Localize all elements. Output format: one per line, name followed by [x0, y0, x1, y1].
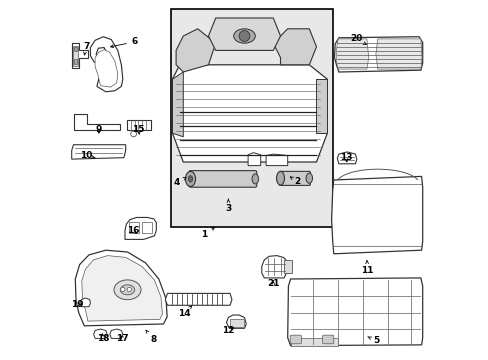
Ellipse shape	[114, 280, 141, 300]
Text: 7: 7	[83, 42, 89, 55]
Ellipse shape	[305, 173, 312, 183]
Polygon shape	[110, 329, 122, 338]
Text: 15: 15	[132, 125, 144, 134]
Polygon shape	[336, 39, 368, 69]
Text: 13: 13	[339, 153, 351, 162]
Polygon shape	[165, 293, 231, 305]
Text: 8: 8	[145, 330, 156, 343]
Text: 6: 6	[110, 37, 138, 48]
Circle shape	[144, 225, 149, 231]
Ellipse shape	[188, 176, 192, 182]
Polygon shape	[334, 37, 422, 72]
FancyBboxPatch shape	[279, 171, 310, 185]
FancyBboxPatch shape	[289, 335, 301, 344]
Text: 1: 1	[200, 228, 214, 239]
Circle shape	[127, 287, 131, 292]
Polygon shape	[72, 43, 88, 68]
Circle shape	[239, 31, 249, 41]
Bar	[128, 222, 139, 233]
Polygon shape	[73, 114, 120, 130]
Polygon shape	[172, 65, 326, 162]
Polygon shape	[375, 39, 421, 69]
Bar	[170, 9, 332, 227]
Bar	[230, 319, 244, 327]
Ellipse shape	[276, 171, 284, 185]
Polygon shape	[287, 278, 422, 346]
Text: 11: 11	[361, 261, 373, 275]
Text: 9: 9	[96, 125, 102, 134]
Ellipse shape	[185, 171, 195, 186]
Polygon shape	[75, 250, 167, 326]
FancyBboxPatch shape	[189, 171, 256, 187]
Text: 4: 4	[173, 177, 186, 187]
Polygon shape	[73, 46, 78, 66]
Text: 12: 12	[222, 325, 234, 335]
Polygon shape	[90, 37, 122, 92]
Text: 2: 2	[290, 177, 300, 186]
Ellipse shape	[120, 285, 134, 295]
Circle shape	[131, 225, 137, 231]
Polygon shape	[290, 338, 337, 346]
Bar	[284, 260, 291, 273]
Text: 20: 20	[350, 35, 366, 45]
Polygon shape	[72, 145, 125, 159]
Text: 14: 14	[177, 306, 191, 319]
Polygon shape	[265, 154, 287, 166]
Polygon shape	[80, 298, 90, 307]
Polygon shape	[247, 153, 260, 166]
Polygon shape	[81, 256, 162, 321]
Text: 3: 3	[225, 199, 231, 213]
FancyBboxPatch shape	[322, 335, 333, 344]
Text: 17: 17	[116, 334, 129, 343]
Polygon shape	[226, 315, 246, 328]
Ellipse shape	[251, 174, 258, 184]
Polygon shape	[172, 72, 183, 137]
Polygon shape	[95, 50, 118, 87]
Polygon shape	[176, 29, 215, 72]
Bar	[74, 47, 77, 51]
Polygon shape	[316, 79, 326, 133]
Polygon shape	[127, 120, 151, 130]
Ellipse shape	[233, 29, 255, 43]
Text: 5: 5	[367, 336, 379, 346]
Bar	[142, 222, 152, 233]
Polygon shape	[273, 29, 316, 65]
Polygon shape	[125, 217, 156, 239]
Polygon shape	[94, 329, 107, 338]
Text: 21: 21	[266, 279, 279, 288]
Bar	[74, 59, 77, 64]
Polygon shape	[337, 152, 356, 164]
Polygon shape	[208, 18, 280, 50]
Circle shape	[130, 131, 136, 137]
Text: 10: 10	[80, 151, 95, 160]
Polygon shape	[261, 256, 286, 278]
Circle shape	[121, 287, 125, 292]
Text: 18: 18	[97, 334, 109, 343]
Text: 16: 16	[126, 226, 139, 235]
Text: 19: 19	[71, 300, 83, 309]
Polygon shape	[331, 176, 422, 254]
